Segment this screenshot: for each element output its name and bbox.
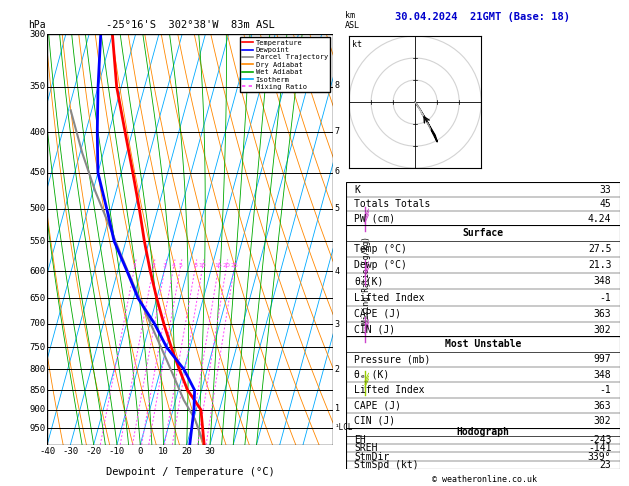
- Text: 8: 8: [335, 81, 340, 90]
- Text: K: K: [354, 185, 360, 194]
- Text: 348: 348: [594, 277, 611, 286]
- Text: -10: -10: [109, 447, 125, 456]
- Text: 8: 8: [193, 263, 197, 268]
- Text: 45: 45: [599, 199, 611, 209]
- Text: Most Unstable: Most Unstable: [445, 339, 521, 349]
- Text: ¹LCL: ¹LCL: [335, 423, 353, 432]
- Text: 348: 348: [594, 370, 611, 380]
- Text: -40: -40: [39, 447, 55, 456]
- Text: θₑ (K): θₑ (K): [354, 370, 389, 380]
- Text: StmDir: StmDir: [354, 451, 389, 462]
- Text: StmSpd (kt): StmSpd (kt): [354, 460, 419, 470]
- Text: -20: -20: [86, 447, 102, 456]
- Text: 600: 600: [30, 266, 46, 276]
- Text: Lifted Index: Lifted Index: [354, 385, 425, 395]
- Text: 30: 30: [204, 447, 215, 456]
- Text: km
ASL: km ASL: [345, 11, 360, 30]
- Text: 10: 10: [158, 447, 169, 456]
- Text: © weatheronline.co.uk: © weatheronline.co.uk: [432, 474, 537, 484]
- Text: 1: 1: [133, 263, 136, 268]
- Text: Hodograph: Hodograph: [456, 427, 509, 437]
- Text: 350: 350: [30, 82, 46, 91]
- Text: SREH: SREH: [354, 443, 377, 453]
- Text: 7: 7: [335, 127, 340, 136]
- Text: PW (cm): PW (cm): [354, 214, 395, 224]
- Text: 997: 997: [594, 354, 611, 364]
- Text: 0: 0: [138, 447, 143, 456]
- Text: Pressure (mb): Pressure (mb): [354, 354, 430, 364]
- Text: 302: 302: [594, 325, 611, 335]
- Text: 10: 10: [199, 263, 206, 268]
- Text: 33: 33: [599, 185, 611, 194]
- Text: Dewpoint / Temperature (°C): Dewpoint / Temperature (°C): [106, 467, 275, 477]
- Text: 3: 3: [335, 320, 340, 329]
- Text: 339°: 339°: [588, 451, 611, 462]
- Text: kt: kt: [352, 40, 362, 49]
- Text: 950: 950: [30, 424, 46, 433]
- Text: 550: 550: [30, 237, 46, 246]
- Text: Dewp (°C): Dewp (°C): [354, 260, 407, 270]
- Text: 20: 20: [222, 263, 230, 268]
- Text: 363: 363: [594, 400, 611, 411]
- Text: 450: 450: [30, 168, 46, 177]
- Text: 650: 650: [30, 294, 46, 303]
- Text: -30: -30: [62, 447, 79, 456]
- Text: -243: -243: [588, 435, 611, 445]
- Text: 900: 900: [30, 405, 46, 414]
- Text: CIN (J): CIN (J): [354, 416, 395, 426]
- Text: CAPE (J): CAPE (J): [354, 309, 401, 319]
- Text: 1: 1: [335, 404, 340, 414]
- Text: 302: 302: [594, 416, 611, 426]
- Text: 21.3: 21.3: [588, 260, 611, 270]
- Text: Mixing Ratio (g/kg): Mixing Ratio (g/kg): [362, 237, 371, 324]
- Text: 2: 2: [335, 365, 340, 374]
- Text: EH: EH: [354, 435, 366, 445]
- Text: CIN (J): CIN (J): [354, 325, 395, 335]
- Text: -1: -1: [599, 293, 611, 302]
- Text: 800: 800: [30, 365, 46, 374]
- Text: -1: -1: [599, 385, 611, 395]
- Text: 3: 3: [163, 263, 167, 268]
- Text: Lifted Index: Lifted Index: [354, 293, 425, 302]
- Text: Temp (°C): Temp (°C): [354, 244, 407, 254]
- Text: 4: 4: [335, 267, 340, 276]
- Text: 25: 25: [230, 263, 238, 268]
- Text: 700: 700: [30, 319, 46, 328]
- Text: 27.5: 27.5: [588, 244, 611, 254]
- Text: 2: 2: [151, 263, 155, 268]
- Text: 23: 23: [599, 460, 611, 470]
- Text: 4.24: 4.24: [588, 214, 611, 224]
- Text: θₑ(K): θₑ(K): [354, 277, 384, 286]
- Text: 16: 16: [214, 263, 222, 268]
- Text: 500: 500: [30, 204, 46, 213]
- Text: 750: 750: [30, 343, 46, 352]
- Text: 850: 850: [30, 386, 46, 395]
- Text: 6: 6: [335, 167, 340, 176]
- Text: 4: 4: [172, 263, 175, 268]
- Text: -25°16'S  302°38'W  83m ASL: -25°16'S 302°38'W 83m ASL: [106, 20, 275, 30]
- Text: Surface: Surface: [462, 228, 503, 238]
- Text: 20: 20: [181, 447, 192, 456]
- Text: 300: 300: [30, 30, 46, 38]
- Legend: Temperature, Dewpoint, Parcel Trajectory, Dry Adiabat, Wet Adiabat, Isotherm, Mi: Temperature, Dewpoint, Parcel Trajectory…: [240, 37, 330, 92]
- Text: 30.04.2024  21GMT (Base: 18): 30.04.2024 21GMT (Base: 18): [395, 12, 571, 22]
- Text: CAPE (J): CAPE (J): [354, 400, 401, 411]
- Text: -141: -141: [588, 443, 611, 453]
- Bar: [47, 34, 333, 445]
- Text: hPa: hPa: [28, 20, 46, 30]
- Text: 5: 5: [178, 263, 182, 268]
- Text: Totals Totals: Totals Totals: [354, 199, 430, 209]
- Text: 400: 400: [30, 128, 46, 137]
- Text: 5: 5: [335, 204, 340, 213]
- Text: 363: 363: [594, 309, 611, 319]
